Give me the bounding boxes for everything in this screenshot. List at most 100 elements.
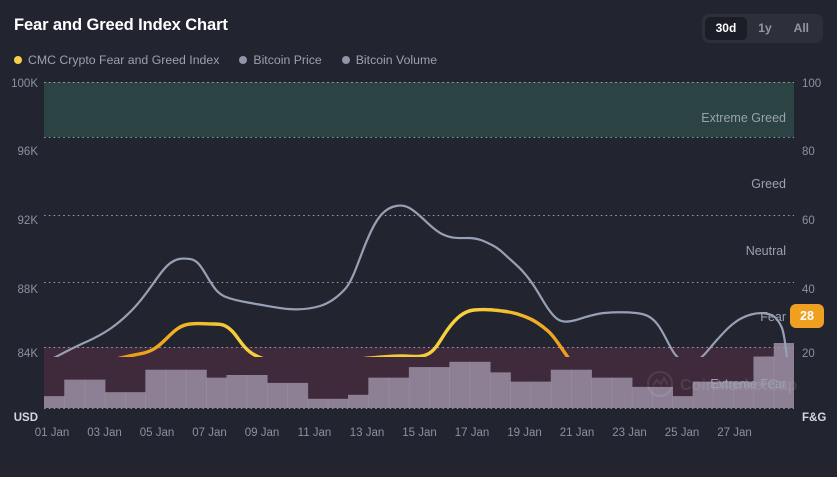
volume-bar [307,398,329,408]
chart-legend: CMC Crypto Fear and Greed Index Bitcoin … [14,53,437,67]
y-axis-right-tick-60: 60 [802,215,815,227]
x-axis: 01 Jan 03 Jan 05 Jan 07 Jan 09 Jan 11 Jan 13 J… [35,427,752,439]
watermark-label: CoinMarketCap [680,377,798,394]
x-axis-tick-label: 13 Jan [350,427,385,439]
x-axis-tick-label: 03 Jan [87,427,122,439]
volume-bar [287,382,309,408]
zone-label-extreme-greed: Extreme Greed [701,111,786,125]
chart-header: Fear and Greed Index Chart 30d 1y All [14,14,823,44]
volume-bar [226,375,248,408]
status-badge-value: 28 [800,309,814,323]
volume-bar [753,356,775,408]
volume-bar [266,382,288,408]
zone-labels: Extreme Greed Greed Neutral Fear Extreme… [701,111,786,391]
volume-bar [652,386,673,408]
volume-bar [489,372,511,408]
status-badge [790,304,824,328]
time-range-selector[interactable]: 30d 1y All [701,14,823,43]
volume-bar [469,361,491,408]
volume-bar [84,379,106,408]
volume-bar [348,394,369,408]
y-axis-left-tick-92k: 92K [18,215,39,227]
volume-bar [44,396,65,408]
x-axis-tick-label: 17 Jan [455,427,490,439]
legend-item-bitcoin-price[interactable]: Bitcoin Price [239,53,322,67]
volume-bar [327,398,349,408]
chart-plot-container[interactable]: CoinMarketCap 100K 96K 92K 88K 84K USD 1… [0,78,837,443]
bitcoin-price-line [53,204,788,357]
volume-bar [125,392,146,408]
volume-bar [672,396,694,408]
zone-label-fear: Fear [760,310,786,324]
x-axis-tick-label: 11 Jan [298,427,332,439]
x-axis-tick-label: 15 Jan [402,427,437,439]
volume-bar [692,381,714,408]
x-axis-tick-label: 07 Jan [192,427,227,439]
right-axis: 100 80 60 40 20 F&G [802,78,826,424]
volume-bar [571,369,592,408]
legend-item-bitcoin-volume[interactable]: Bitcoin Volume [341,53,438,67]
volume-bar [246,375,268,408]
x-axis-tick-label: 27 Jan [717,427,752,439]
legend-label-bitcoin-price: Bitcoin Price [253,53,322,67]
x-axis-tick-label: 19 Jan [507,427,542,439]
range-button-all[interactable]: All [793,21,809,35]
volume-bar [206,377,228,408]
volume-bar [550,369,572,408]
left-axis: 100K 96K 92K 88K 84K USD [11,78,38,424]
legend-dot-icon [341,56,350,64]
y-axis-left-tick-100k: 100K [11,78,38,90]
zone-bands [44,82,794,408]
volume-bar [388,377,410,408]
watermark-logo-icon [647,371,673,397]
volume-bar [712,381,734,408]
volume-bar [165,369,187,408]
volume-bar [449,361,471,408]
y-axis-right-tick-40: 40 [802,284,815,296]
volume-bar [611,377,633,408]
y-axis-left-unit-label: USD [14,412,38,424]
page-title: Fear and Greed Index Chart [14,16,228,34]
x-axis-tick-label: 09 Jan [245,427,280,439]
legend-label-bitcoin-volume: Bitcoin Volume [355,53,438,67]
y-axis-right-tick-80: 80 [802,146,815,158]
current-value-badge: 28 [790,304,824,328]
legend-dot-icon [14,56,22,64]
volume-bar-series [44,343,794,408]
volume-bar [530,381,552,408]
legend-item-fear-greed[interactable]: CMC Crypto Fear and Greed Index [14,53,219,67]
y-axis-left-tick-88k: 88K [18,284,39,296]
range-button-1y[interactable]: 1y [758,21,772,35]
x-axis-tick-label: 01 Jan [35,427,70,439]
x-axis-tick-label: 25 Jan [665,427,700,439]
volume-bar [408,367,430,408]
volume-bar [733,381,755,408]
y-axis-right-unit-label: F&G [802,412,826,424]
volume-bar [185,369,207,408]
legend-dot-icon [239,56,248,64]
watermark-logo-glyph-icon [652,375,669,386]
volume-bar [510,381,532,408]
volume-bar [368,377,390,408]
volume-bar [145,369,167,408]
volume-bar [429,367,451,408]
fear-greed-svg-chart: CoinMarketCap 100K 96K 92K 88K 84K USD 1… [11,78,826,439]
coinmarketcap-watermark: CoinMarketCap [647,371,798,397]
zone-label-neutral: Neutral [746,244,786,258]
x-axis-tick-label: 21 Jan [560,427,595,439]
zone-band-extreme-greed [44,82,794,137]
y-axis-left-tick-96k: 96K [18,146,39,158]
legend-label-fear-greed: CMC Crypto Fear and Greed Index [28,53,220,67]
volume-bar [773,343,794,408]
volume-bar [104,392,126,408]
volume-bar [591,377,613,408]
y-axis-right-tick-20: 20 [802,348,815,360]
volume-bar [64,379,86,408]
range-button-30d[interactable]: 30d [704,17,748,40]
zone-label-greed: Greed [751,177,786,191]
x-axis-tick-label: 05 Jan [140,427,175,439]
zone-label-extreme-fear: Extreme Fear [710,377,786,391]
fear-greed-index-line [117,307,772,357]
y-axis-right-tick-100: 100 [802,78,821,90]
